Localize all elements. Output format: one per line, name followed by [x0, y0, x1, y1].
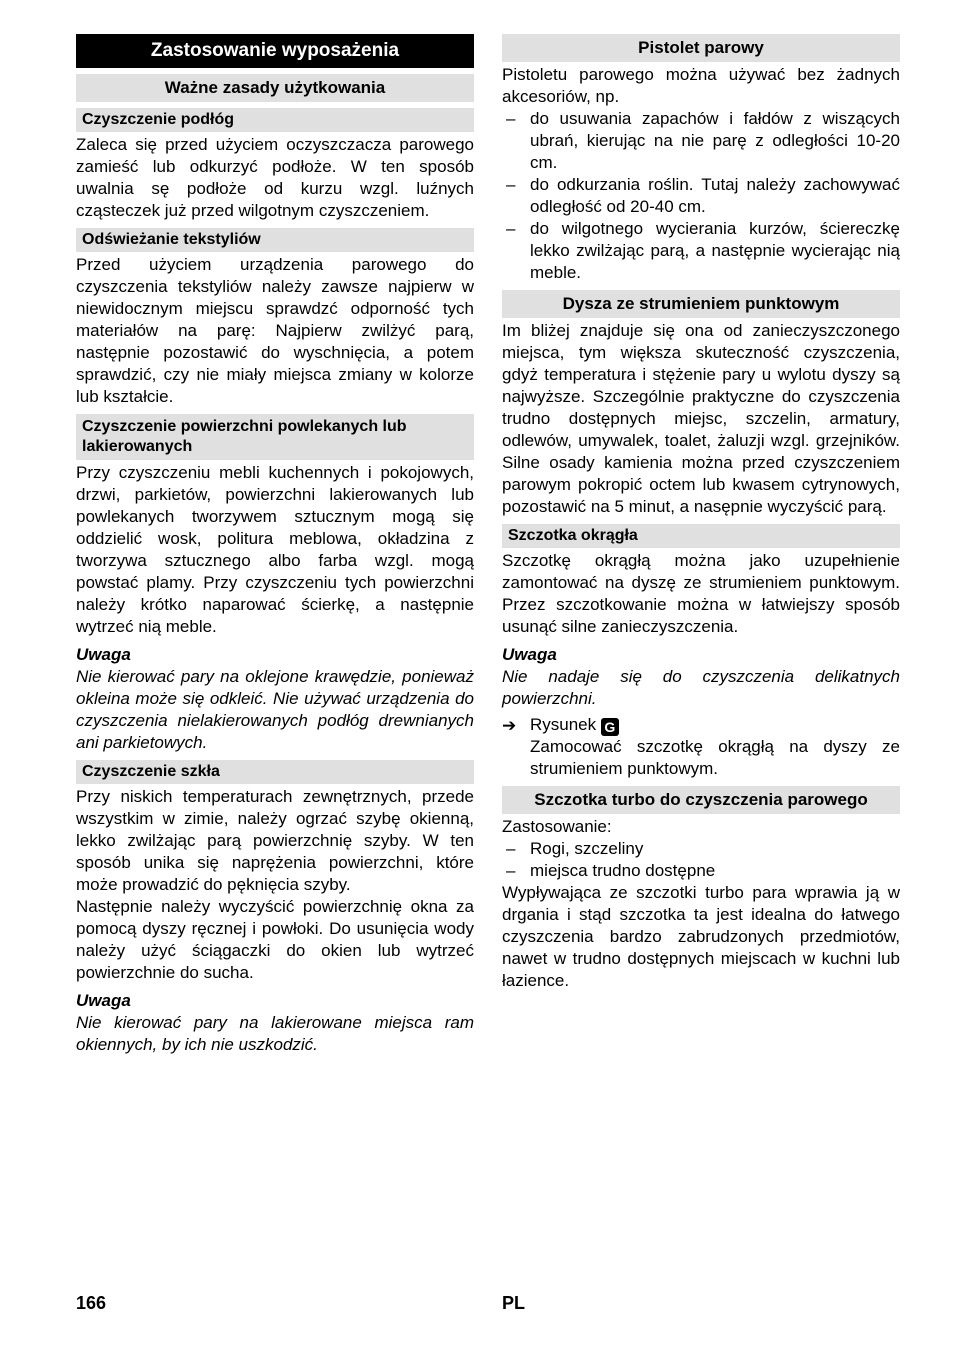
list-item: do usuwania zapachów i fałdów z wiszącyc… [502, 108, 900, 174]
body-turbo: Wypływająca ze szczotki turbo para wpraw… [502, 882, 900, 992]
list-item: Rogi, szczeliny [502, 838, 900, 860]
body-point: Im bliżej znajduje się ona od zanieczysz… [502, 320, 900, 518]
list-item: miejsca trudno dostępne [502, 860, 900, 882]
figure-label: Rysunek [530, 715, 596, 734]
section-heading-main: Zastosowanie wyposażenia [76, 34, 474, 68]
bullets-gun: do usuwania zapachów i fałdów z wiszącyc… [502, 108, 900, 284]
page-number: 166 [76, 1293, 196, 1314]
figure-reference: ➔ Rysunek G Zamocować szczotkę okrągłą n… [502, 714, 900, 780]
bullets-turbo: Rogi, szczeliny miejsca trudno dostępne [502, 838, 900, 882]
body-coated: Przy czyszczeniu mebli kuchennych i poko… [76, 462, 474, 638]
arrow-right-icon: ➔ [502, 715, 516, 737]
caution-head-3: Uwaga [502, 645, 557, 664]
subsection-title-glass: Czyszczenie szkła [76, 760, 474, 784]
caution-body-3: Nie nadaje się do czyszczenia delikatnyc… [502, 667, 900, 708]
caution-body-1: Nie kierować pary na oklejone krawędzie,… [76, 667, 474, 752]
caution-head-2: Uwaga [76, 991, 131, 1010]
body-floors: Zaleca się przed użyciem oczyszczacza pa… [76, 134, 474, 222]
subsection-title-round: Szczotka okrągła [502, 524, 900, 548]
body-gun-intro: Pistoletu parowego można używać bez żadn… [502, 64, 900, 108]
caution-head-1: Uwaga [76, 645, 131, 664]
figure-desc: Zamocować szczotkę okrągłą na dyszy ze s… [530, 736, 900, 780]
section-heading-gun: Pistolet parowy [502, 34, 900, 62]
section-heading-sub: Ważne zasady użytkowania [76, 74, 474, 102]
list-item: do wilgotnego wycierania kurzów, ścierec… [502, 218, 900, 284]
section-heading-point: Dysza ze strumieniem punktowym [502, 290, 900, 318]
lang-code: PL [502, 1293, 525, 1314]
caution-block-2: Uwaga Nie kierować pary na lakierowane m… [76, 990, 474, 1056]
subsection-title-coated: Czyszczenie powierzchni powlekanych lub … [76, 414, 474, 460]
body-glass: Przy niskich temperaturach zewnętrznych,… [76, 786, 474, 984]
body-round: Szczotkę okrągłą można jako uzupełnienie… [502, 550, 900, 638]
caution-body-2: Nie kierować pary na lakierowane miejsca… [76, 1013, 474, 1054]
caution-block-3: Uwaga Nie nadaje się do czyszczenia deli… [502, 644, 900, 710]
page-footer: 166 PL [76, 1293, 900, 1314]
figure-badge: G [601, 718, 619, 736]
turbo-subhead: Zastosowanie: [502, 816, 900, 838]
section-heading-turbo: Szczotka turbo do czyszczenia parowego [502, 786, 900, 814]
body-textiles: Przed użyciem urządzenia parowego do czy… [76, 254, 474, 408]
subsection-title-textiles: Odświeżanie tekstyliów [76, 228, 474, 252]
list-item: do odkurzania roślin. Tutaj należy zacho… [502, 174, 900, 218]
caution-block-1: Uwaga Nie kierować pary na oklejone kraw… [76, 644, 474, 754]
subsection-title-floors: Czyszczenie podłóg [76, 108, 474, 132]
